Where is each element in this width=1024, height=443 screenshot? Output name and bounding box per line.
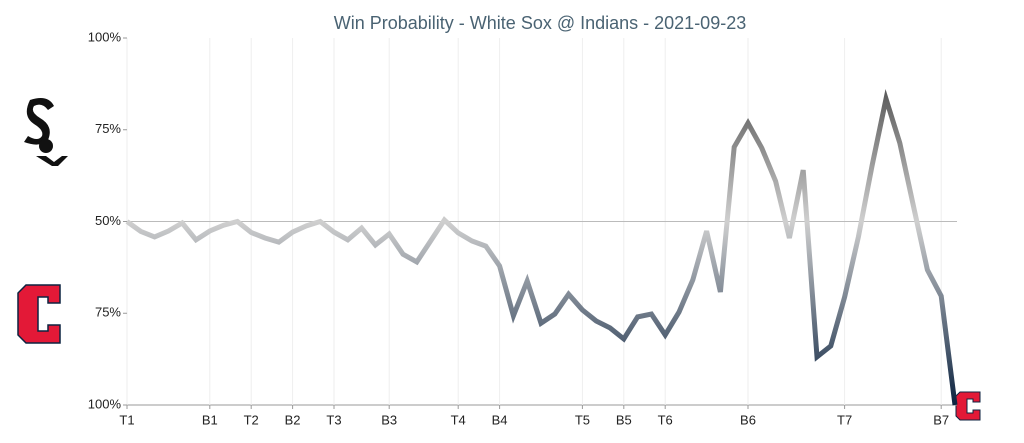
- x-tick-label: T1: [119, 412, 134, 427]
- x-tick-label: B1: [202, 412, 218, 427]
- x-tick-label: T3: [326, 412, 341, 427]
- home-team-logo: [17, 284, 61, 344]
- y-tick-label: 100%: [88, 29, 122, 44]
- x-tick-label: B2: [285, 412, 301, 427]
- chart-title: Win Probability - White Sox @ Indians - …: [334, 13, 746, 33]
- y-tick-label: 50%: [95, 213, 121, 228]
- x-tick-label: T4: [451, 412, 466, 427]
- x-tick-label: T6: [658, 412, 673, 427]
- x-tick-label: T5: [575, 412, 590, 427]
- x-tick-label: T2: [244, 412, 259, 427]
- x-tick-label: B4: [492, 412, 508, 427]
- win-probability-line: [125, 88, 958, 406]
- x-tick-label: B5: [616, 412, 632, 427]
- end-logo: [955, 391, 981, 421]
- y-tick-label: 75%: [95, 305, 121, 320]
- y-tick-label: 100%: [88, 396, 122, 411]
- x-tick-label: B7: [933, 412, 949, 427]
- x-tick-label: T7: [837, 412, 852, 427]
- x-tick-label: B6: [740, 412, 756, 427]
- away-team-logo: [24, 98, 68, 166]
- y-tick-label: 75%: [95, 121, 121, 136]
- x-tick-label: B3: [381, 412, 397, 427]
